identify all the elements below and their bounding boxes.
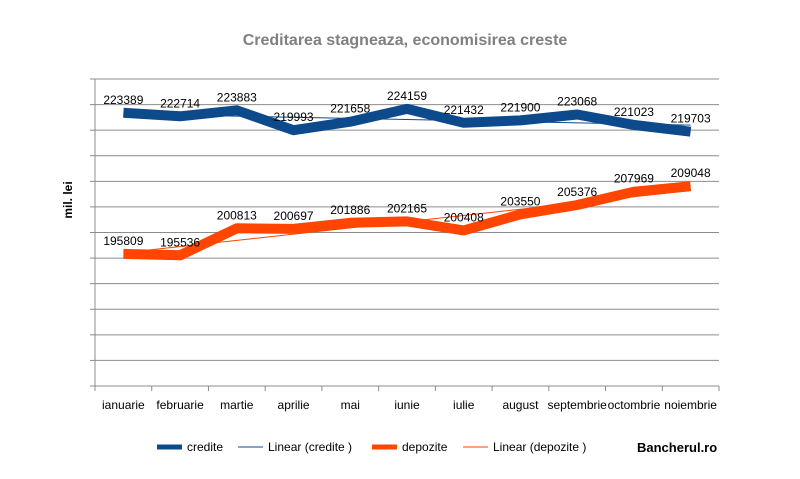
legend-label: Linear (credite ) — [268, 440, 352, 454]
data-label-credite: 223389 — [103, 93, 143, 107]
legend-label: credite — [187, 440, 223, 454]
x-tick-label: septembrie — [547, 398, 607, 412]
x-tick-label: martie — [220, 398, 254, 412]
data-label-credite: 221658 — [330, 102, 370, 116]
data-label-depozite: 209048 — [671, 166, 711, 180]
data-label-credite: 221432 — [444, 103, 484, 117]
series-line-credite — [123, 103, 692, 137]
data-label-depozite: 201886 — [330, 203, 370, 217]
data-label-credite: 221023 — [614, 105, 654, 119]
data-label-credite: 219993 — [274, 110, 314, 124]
legend-item: depozite — [372, 440, 448, 454]
data-label-credite: 224159 — [387, 89, 427, 103]
data-label-depozite: 200408 — [444, 210, 484, 224]
x-tick-labels: ianuarie februarie martie aprilie mai iunie iu… — [102, 398, 717, 412]
data-labels: 223389 222714 223883 219993 221658 224159 2214… — [103, 89, 711, 249]
legend-item: credite — [157, 440, 223, 454]
legend-label: Linear (depozite ) — [493, 440, 586, 454]
x-tick-label: iulie — [453, 398, 475, 412]
brand-watermark: Bancherul.ro — [637, 440, 717, 455]
x-tick-label: noiembrie — [664, 398, 717, 412]
legend-label: depozite — [402, 440, 448, 454]
data-label-depozite: 195809 — [103, 234, 143, 248]
data-label-credite: 222714 — [160, 96, 200, 110]
data-label-credite: 223883 — [217, 90, 257, 104]
data-label-credite: 219703 — [671, 112, 711, 126]
x-tick-label: februarie — [156, 398, 204, 412]
x-tick-label: iunie — [394, 398, 420, 412]
data-label-depozite: 203550 — [500, 194, 540, 208]
x-tick-label: octombrie — [608, 398, 661, 412]
data-label-credite: 221900 — [500, 100, 540, 114]
legend-item: Linear (depozite ) — [463, 440, 586, 454]
y-axis-label: mil. lei — [61, 181, 75, 218]
x-tick-label: ianuarie — [102, 398, 145, 412]
data-label-credite: 223068 — [557, 94, 597, 108]
x-tick-label: august — [502, 398, 539, 412]
gridlines — [90, 78, 719, 387]
chart-title: Creditarea stagneaza, economisirea crest… — [243, 32, 568, 49]
data-label-depozite: 200813 — [217, 208, 257, 222]
data-label-depozite: 205376 — [557, 185, 597, 199]
data-label-depozite: 200697 — [274, 209, 314, 223]
series-lines — [123, 103, 692, 261]
series-line-depozite — [123, 181, 692, 261]
legend-item: Linear (credite ) — [238, 440, 352, 454]
data-label-depozite: 207969 — [614, 172, 654, 186]
data-label-depozite: 202165 — [387, 201, 427, 215]
x-tick-label: mai — [341, 398, 360, 412]
trendlines — [123, 113, 691, 254]
data-label-depozite: 195536 — [160, 235, 200, 249]
legend: credite Linear (credite ) depozite Linear (… — [157, 440, 586, 454]
x-tick-label: aprilie — [278, 398, 310, 412]
axes — [94, 79, 720, 391]
